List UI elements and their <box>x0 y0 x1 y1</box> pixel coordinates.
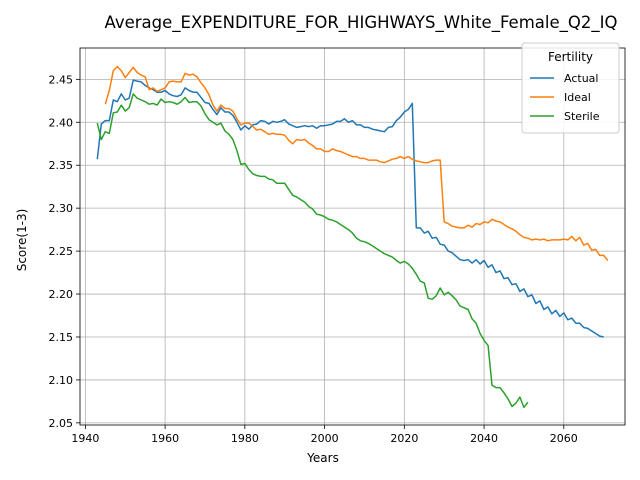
y-tick-label: 2.05 <box>49 417 74 430</box>
y-tick-label: 2.40 <box>49 116 74 129</box>
x-tick-label: 2000 <box>311 432 339 445</box>
series-line-sterile <box>96 93 529 409</box>
legend-label-actual: Actual <box>564 72 598 85</box>
legend-label-ideal: Ideal <box>564 91 591 104</box>
x-tick-label: 1980 <box>231 432 259 445</box>
x-tick-label: 2040 <box>470 432 498 445</box>
y-axis-ticks: 2.05 2.10 2.15 2.20 2.25 2.30 2.35 2.40 2.45 <box>49 73 80 430</box>
legend-items: Actual Ideal Sterile <box>530 72 600 123</box>
y-tick-label: 2.30 <box>49 202 74 215</box>
legend-box <box>521 42 620 134</box>
y-axis-label: Score(1-3) <box>15 209 29 272</box>
axes-frame <box>79 47 626 426</box>
x-axis-ticks: 1940 1960 1980 2000 2020 2040 2060 <box>71 425 578 445</box>
x-axis-label: Years <box>306 451 339 465</box>
series-line-ideal <box>104 65 609 261</box>
series-lines <box>96 65 609 409</box>
y-tick-label: 2.25 <box>49 245 74 258</box>
x-tick-label: 1960 <box>151 432 179 445</box>
y-tick-label: 2.45 <box>49 73 74 86</box>
legend-title: Fertility <box>548 50 593 64</box>
x-tick-label: 1940 <box>71 432 99 445</box>
x-tick-label: 2060 <box>550 432 578 445</box>
y-tick-label: 2.15 <box>49 331 74 344</box>
legend-label-sterile: Sterile <box>564 110 600 123</box>
y-tick-label: 2.35 <box>49 159 74 172</box>
grid <box>80 48 625 425</box>
chart-title: Average_EXPENDITURE_FOR_HIGHWAYS_White_F… <box>105 13 618 33</box>
y-tick-label: 2.10 <box>49 374 74 387</box>
y-tick-label: 2.20 <box>49 288 74 301</box>
series-line-actual <box>96 79 604 338</box>
legend: Fertility Actual Ideal Sterile <box>521 42 620 134</box>
x-tick-label: 2020 <box>390 432 418 445</box>
